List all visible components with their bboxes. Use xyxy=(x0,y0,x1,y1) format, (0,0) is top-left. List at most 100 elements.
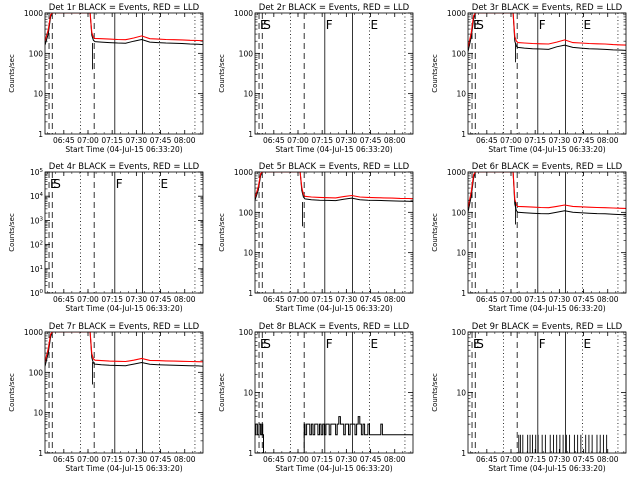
y-tick-label: 1 xyxy=(38,130,43,139)
x-tick-label: 07:00 xyxy=(287,455,309,464)
marker-label: E xyxy=(370,337,378,351)
x-axis-label: Start Time (04-Jul-15 06:33:20) xyxy=(275,304,392,313)
y-axis-label: Counts/sec xyxy=(218,373,226,412)
y-tick-label: 1000 xyxy=(447,168,466,177)
chart-panel-6: Det 6r BLACK = Events, RED = LLD 1 10 100 10… xyxy=(431,162,627,313)
y-tick-label: 1 xyxy=(248,449,253,458)
x-tick-label: 08:00 xyxy=(384,455,406,464)
y-tick-label: 100 xyxy=(452,49,467,58)
plot-frame xyxy=(44,171,204,294)
x-axis-label: Start Time (04-Jul-15 06:33:20) xyxy=(488,145,605,154)
x-tick-label: 07:15 xyxy=(311,455,333,464)
marker-label: S xyxy=(263,337,271,351)
series-events-line xyxy=(255,416,413,453)
x-tick-label: 08:00 xyxy=(597,455,619,464)
y-tick-label: 1 xyxy=(248,289,253,298)
x-axis-label: Start Time (04-Jul-15 06:33:20) xyxy=(488,304,605,313)
x-tick-label: 07:30 xyxy=(336,136,358,145)
y-tick-label: 100 xyxy=(29,368,44,377)
plot-frame xyxy=(467,331,627,454)
y-axis-label: Counts/sec xyxy=(431,213,439,252)
y-tick-label: 1000 xyxy=(24,9,43,18)
panel-title: Det 2r BLACK = Events, RED = LLD xyxy=(259,3,410,13)
x-tick-label: 07:30 xyxy=(549,455,571,464)
y-tick-label: 10 xyxy=(456,249,466,258)
x-tick-label: 08:00 xyxy=(174,295,196,304)
x-tick-label: 06:45 xyxy=(263,295,285,304)
x-tick-label: 07:15 xyxy=(101,136,123,145)
series-events-line xyxy=(45,332,203,367)
x-tick-label: 06:45 xyxy=(53,455,75,464)
x-tick-label: 06:45 xyxy=(263,455,285,464)
y-tick-label: 1000 xyxy=(24,328,43,337)
y-tick-label: 1 xyxy=(461,289,466,298)
series-events-line xyxy=(45,13,203,46)
plot-frame xyxy=(467,171,627,294)
series-group xyxy=(45,13,203,70)
x-tick-label: 07:00 xyxy=(287,136,309,145)
x-tick-label: 07:30 xyxy=(126,455,148,464)
y-tick-label: 103 xyxy=(30,216,44,225)
marker-label: E xyxy=(160,177,168,191)
y-tick-label: 10 xyxy=(456,389,466,398)
marker-label: F xyxy=(326,337,333,351)
marker-label: E xyxy=(583,18,591,32)
x-tick-label: 06:45 xyxy=(476,295,498,304)
y-tick-label: 1 xyxy=(248,130,253,139)
x-tick-label: 07:30 xyxy=(126,136,148,145)
y-tick-label: 10 xyxy=(33,90,43,99)
y-tick-label: 100 xyxy=(452,208,467,217)
x-tick-label: 06:45 xyxy=(263,136,285,145)
x-tick-label: 07:45 xyxy=(150,455,172,464)
y-tick-label: 10 xyxy=(33,409,43,418)
x-tick-label: 07:15 xyxy=(101,295,123,304)
y-axis-label: Counts/sec xyxy=(431,54,439,93)
series-group xyxy=(468,172,626,225)
plot-frame xyxy=(467,12,627,135)
marker-label: F xyxy=(539,337,546,351)
series-lld-line xyxy=(45,332,203,363)
marker-label: E xyxy=(473,337,481,351)
marker-label: E xyxy=(260,18,268,32)
plot-frame xyxy=(44,12,204,135)
panel-title: Det 9r BLACK = Events, RED = LLD xyxy=(472,322,623,332)
x-tick-label: 08:00 xyxy=(174,455,196,464)
x-tick-label: 08:00 xyxy=(384,136,406,145)
x-tick-label: 07:45 xyxy=(573,455,595,464)
marker-label: E xyxy=(260,337,268,351)
x-tick-label: 07:30 xyxy=(336,295,358,304)
x-tick-label: 07:15 xyxy=(311,136,333,145)
x-tick-label: 07:00 xyxy=(77,295,99,304)
y-tick-label: 101 xyxy=(30,265,43,274)
x-tick-label: 07:15 xyxy=(311,295,333,304)
marker-label: S xyxy=(476,337,484,351)
x-tick-label: 07:15 xyxy=(524,295,546,304)
series-lld-line xyxy=(255,172,413,200)
y-tick-label: 1000 xyxy=(234,168,253,177)
x-axis-label: Start Time (04-Jul-15 06:33:20) xyxy=(65,464,182,473)
marker-label: S xyxy=(263,18,271,32)
x-tick-label: 08:00 xyxy=(597,136,619,145)
x-tick-label: 07:15 xyxy=(524,136,546,145)
marker-label: F xyxy=(539,18,546,32)
y-tick-label: 104 xyxy=(30,192,44,201)
x-tick-label: 06:45 xyxy=(53,136,75,145)
series-events-line xyxy=(255,172,413,202)
y-tick-label: 1 xyxy=(38,449,43,458)
y-tick-label: 105 xyxy=(30,168,44,177)
plot-frame xyxy=(44,331,204,454)
y-tick-exponent: 1 xyxy=(40,265,44,271)
marker-label: F xyxy=(116,177,123,191)
x-tick-label: 07:45 xyxy=(360,455,382,464)
x-axis-label: Start Time (04-Jul-15 06:33:20) xyxy=(275,145,392,154)
x-tick-label: 07:30 xyxy=(336,455,358,464)
x-tick-label: 07:15 xyxy=(524,455,546,464)
series-group xyxy=(518,434,608,453)
x-tick-label: 07:45 xyxy=(150,295,172,304)
y-tick-label: 1000 xyxy=(447,9,466,18)
y-tick-label: 102 xyxy=(30,241,43,250)
